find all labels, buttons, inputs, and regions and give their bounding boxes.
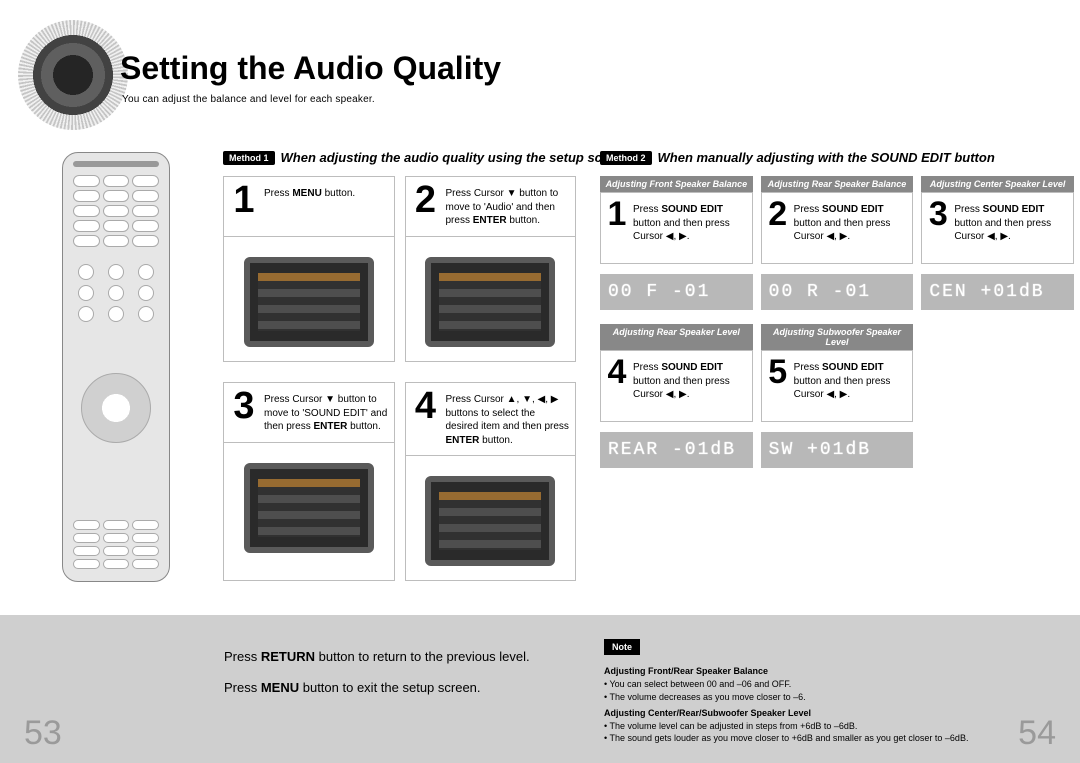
method2-header: Method 2 When manually adjusting with th… — [600, 150, 995, 165]
note-bullet: • The sound gets louder as you move clos… — [604, 732, 1056, 745]
method1-text: When adjusting the audio quality using t… — [281, 150, 630, 165]
step-text: Press SOUND EDIT button and then press C… — [954, 199, 1069, 255]
step-num: 3 — [230, 389, 258, 423]
step-num: 4 — [412, 389, 440, 423]
rstep: 3 Press SOUND EDIT button and then press… — [921, 192, 1074, 264]
step-2: 2 Press Cursor ▼ button to move to 'Audi… — [405, 176, 577, 362]
method1-header: Method 1 When adjusting the audio qualit… — [223, 150, 629, 165]
step-num: 5 — [766, 357, 790, 413]
step-num: 4 — [605, 357, 629, 413]
page-title: Setting the Audio Quality — [120, 50, 501, 87]
footer-line: Press RETURN button to return to the pre… — [224, 641, 530, 672]
page-number-left: 53 — [24, 714, 62, 753]
method2-text: When manually adjusting with the SOUND E… — [658, 150, 995, 165]
tv-screenshot — [425, 257, 555, 347]
note-box: Note Adjusting Front/Rear Speaker Balanc… — [604, 639, 1056, 745]
method2-tag: Method 2 — [600, 151, 652, 165]
footer-instructions: Press RETURN button to return to the pre… — [224, 641, 530, 703]
method1-tag: Method 1 — [223, 151, 275, 165]
page-subtitle: You can adjust the balance and level for… — [122, 94, 375, 105]
note-heading: Adjusting Center/Rear/Subwoofer Speaker … — [604, 707, 1056, 720]
tv-screenshot — [244, 257, 374, 347]
method1-steps: 1 Press MENU button. 2 Press Cursor ▼ bu… — [223, 176, 576, 581]
step-text: Press Cursor ▼ button to move to 'Audio'… — [446, 183, 570, 228]
step-text: Press SOUND EDIT button and then press C… — [633, 199, 748, 255]
subhead: Adjusting Rear Speaker Balance — [761, 176, 914, 192]
lcd-display: SW +01dB — [761, 432, 914, 468]
tv-screenshot — [425, 476, 555, 566]
note-tag: Note — [604, 639, 640, 656]
lcd-display: CEN +01dB — [921, 274, 1074, 310]
step-text: Press Cursor ▲, ▼, ◀, ▶ buttons to selec… — [446, 389, 570, 447]
step-text: Press SOUND EDIT button and then press C… — [794, 357, 909, 413]
step-text: Press Cursor ▼ button to move to 'SOUND … — [264, 389, 388, 434]
tv-screenshot — [244, 463, 374, 553]
step-3: 3 Press Cursor ▼ button to move to 'SOUN… — [223, 382, 395, 581]
step-1: 1 Press MENU button. — [223, 176, 395, 362]
remote-illustration — [62, 152, 170, 582]
subhead: Adjusting Subwoofer Speaker Level — [761, 324, 914, 350]
speaker-graphic — [18, 20, 128, 130]
subhead: Adjusting Front Speaker Balance — [600, 176, 753, 192]
rstep: 4 Press SOUND EDIT button and then press… — [600, 350, 753, 422]
step-num: 2 — [412, 183, 440, 217]
note-bullet: • You can select between 00 and –06 and … — [604, 678, 1056, 691]
method2-steps: Adjusting Front Speaker Balance Adjustin… — [600, 176, 1074, 482]
step-num: 2 — [766, 199, 790, 255]
note-heading: Adjusting Front/Rear Speaker Balance — [604, 665, 1056, 678]
subhead: Adjusting Center Speaker Level — [921, 176, 1074, 192]
rstep: 2 Press SOUND EDIT button and then press… — [761, 192, 914, 264]
step-num: 3 — [926, 199, 950, 255]
note-bullet: • The volume level can be adjusted in st… — [604, 720, 1056, 733]
step-text: Press SOUND EDIT button and then press C… — [794, 199, 909, 255]
lcd-display: REAR -01dB — [600, 432, 753, 468]
rstep: 1 Press SOUND EDIT button and then press… — [600, 192, 753, 264]
footer-line: Press MENU button to exit the setup scre… — [224, 672, 530, 703]
step-num: 1 — [605, 199, 629, 255]
subhead: Adjusting Rear Speaker Level — [600, 324, 753, 350]
lcd-display: 00 R -01 — [761, 274, 914, 310]
lcd-display: 00 F -01 — [600, 274, 753, 310]
step-num: 1 — [230, 183, 258, 217]
step-text: Press MENU button. — [264, 183, 388, 201]
step-text: Press SOUND EDIT button and then press C… — [633, 357, 748, 413]
step-4: 4 Press Cursor ▲, ▼, ◀, ▶ buttons to sel… — [405, 382, 577, 581]
note-bullet: • The volume decreases as you move close… — [604, 691, 1056, 704]
page-number-right: 54 — [1018, 714, 1056, 753]
footer-band: Press RETURN button to return to the pre… — [0, 615, 1080, 763]
rstep: 5 Press SOUND EDIT button and then press… — [761, 350, 914, 422]
